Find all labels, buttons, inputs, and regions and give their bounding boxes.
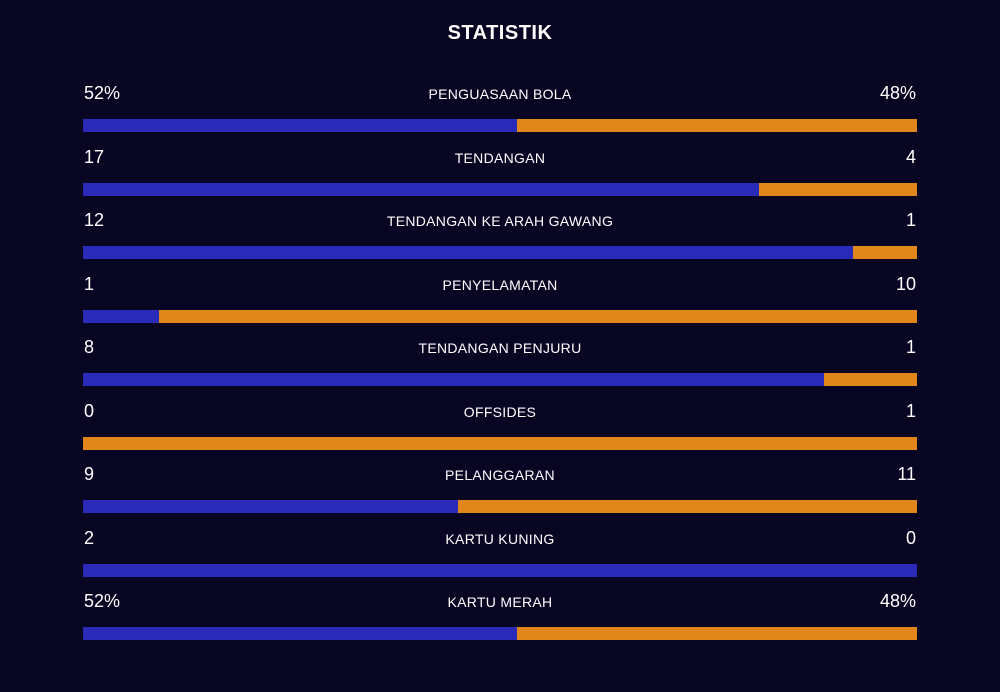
home-bar-segment xyxy=(83,563,917,577)
stats-list: 52% PENGUASAAN BOLA 48% 17 TENDANGAN 4 1… xyxy=(83,80,917,652)
stat-label: PENGUASAAN BOLA xyxy=(428,86,572,102)
comparison-bar xyxy=(83,563,917,577)
away-bar-segment xyxy=(516,627,917,640)
comparison-bar xyxy=(83,627,917,640)
comparison-bar xyxy=(83,436,917,450)
comparison-bar xyxy=(83,500,917,513)
away-value: 1 xyxy=(905,337,916,357)
home-value: 12 xyxy=(84,210,105,230)
stat-row-ball-possession: 52% PENGUASAAN BOLA 48% xyxy=(83,80,917,144)
away-bar-segment xyxy=(516,119,917,132)
away-value: 48% xyxy=(879,591,916,611)
comparison-bar xyxy=(83,246,917,259)
stat-row-shots-on-target: 12 TENDANGAN KE ARAH GAWANG 1 xyxy=(83,207,917,271)
comparison-bar xyxy=(83,119,917,132)
stat-row-saves: 1 PENYELAMATAN 10 xyxy=(83,271,917,335)
away-value: 11 xyxy=(897,464,916,484)
away-bar-segment xyxy=(83,436,917,450)
away-bar-segment xyxy=(852,246,917,259)
home-bar-segment xyxy=(83,119,517,132)
home-value: 2 xyxy=(84,527,95,548)
comparison-bar xyxy=(83,309,917,323)
stat-label: PELANGGARAN xyxy=(445,467,555,483)
home-value: 8 xyxy=(84,337,95,357)
home-value: 1 xyxy=(84,273,95,294)
home-value: 52% xyxy=(84,591,121,611)
stat-label: KARTU MERAH xyxy=(447,594,553,610)
away-value: 0 xyxy=(905,527,916,548)
stat-row-red-cards: 52% KARTU MERAH 48% xyxy=(83,588,917,652)
stat-row-offsides: 0 OFFSIDES 1 xyxy=(83,398,917,462)
home-bar-segment xyxy=(83,182,759,196)
home-value: 17 xyxy=(84,146,105,167)
stat-label: TENDANGAN PENJURU xyxy=(418,340,582,356)
home-bar-segment xyxy=(83,246,853,259)
stat-label: PENYELAMATAN xyxy=(442,276,558,293)
stat-label: TENDANGAN KE ARAH GAWANG xyxy=(386,213,614,229)
away-bar-segment xyxy=(458,500,917,513)
away-value: 4 xyxy=(905,146,916,167)
stat-row-fouls: 9 PELANGGARAN 11 xyxy=(83,461,917,525)
stat-row-yellow-cards: 2 KARTU KUNING 0 xyxy=(83,525,917,589)
stat-label: TENDANGAN xyxy=(454,149,546,166)
home-value: 9 xyxy=(84,464,95,484)
away-bar-segment xyxy=(758,182,917,196)
away-bar-segment xyxy=(824,373,917,386)
away-bar-segment xyxy=(158,309,917,323)
home-value: 52% xyxy=(84,83,121,103)
stat-row-shots: 17 TENDANGAN 4 xyxy=(83,144,917,208)
stat-label: KARTU KUNING xyxy=(445,530,555,547)
comparison-bar xyxy=(83,182,917,196)
away-value: 10 xyxy=(895,273,916,294)
away-value: 1 xyxy=(905,210,916,230)
comparison-bar xyxy=(83,373,917,386)
home-bar-segment xyxy=(83,309,159,323)
stat-row-corners: 8 TENDANGAN PENJURU 1 xyxy=(83,334,917,398)
stat-label: OFFSIDES xyxy=(463,403,537,420)
home-bar-segment xyxy=(83,500,459,513)
home-bar-segment xyxy=(83,373,825,386)
home-bar-segment xyxy=(83,627,517,640)
away-value: 1 xyxy=(905,400,916,421)
home-value: 0 xyxy=(84,400,95,421)
panel-title: STATISTIK xyxy=(447,22,553,44)
away-value: 48% xyxy=(879,83,916,103)
